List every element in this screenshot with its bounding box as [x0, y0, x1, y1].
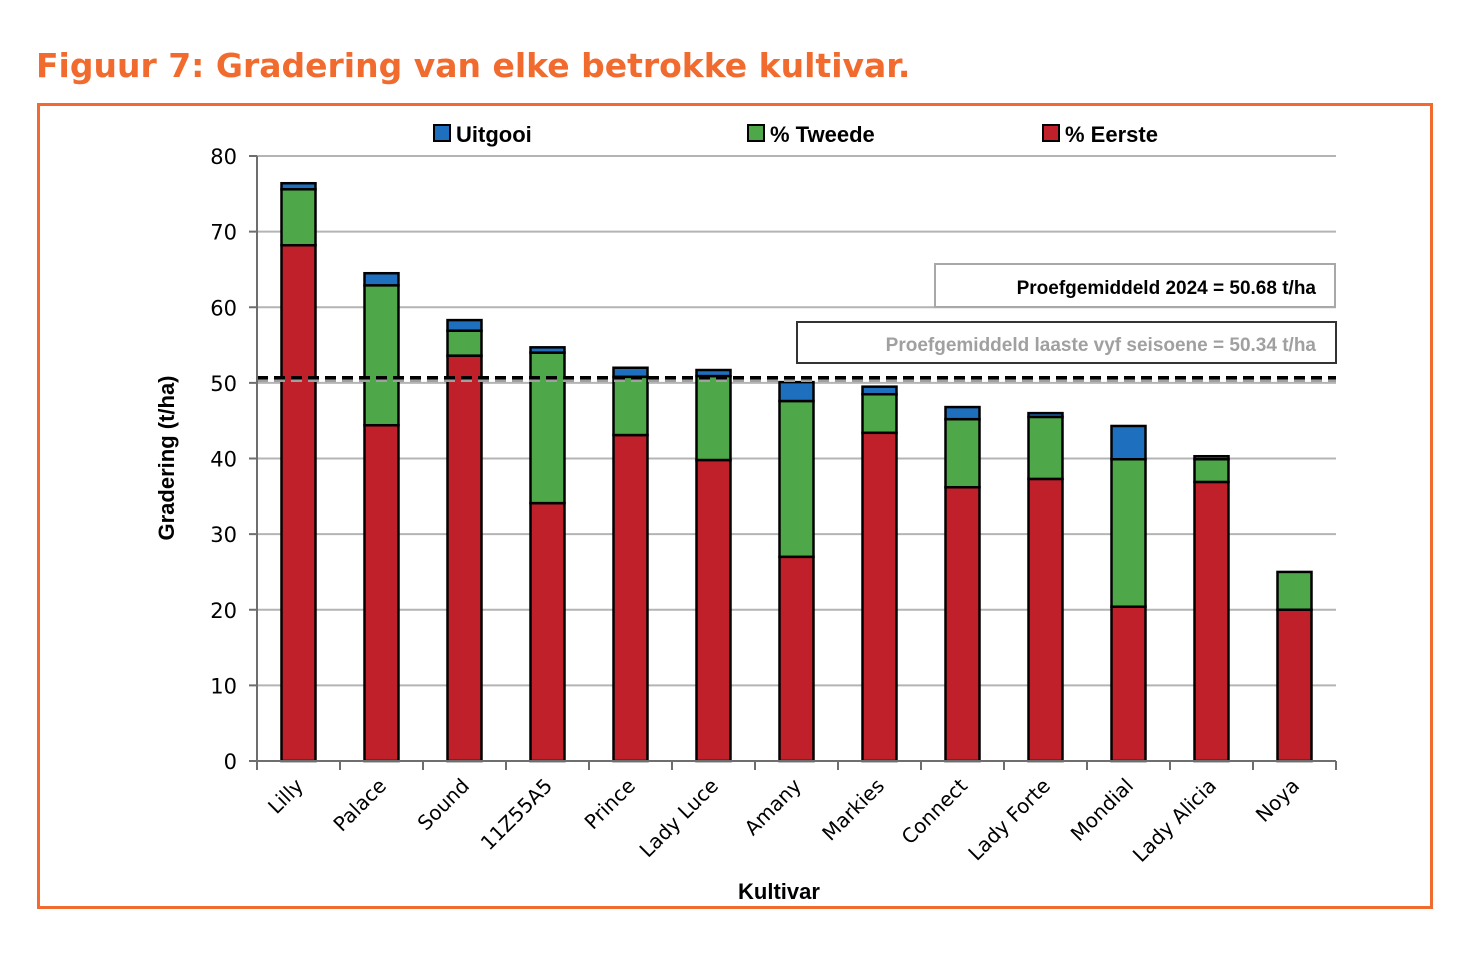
bar-segment-tweede	[1027, 415, 1064, 481]
y-tick-label: 60	[210, 296, 237, 320]
y-tick-label: 40	[210, 448, 237, 472]
bar-segment-eerste	[1027, 477, 1064, 763]
bar-segment-tweede	[861, 392, 898, 435]
bar-segment-eerste	[612, 433, 649, 763]
axes	[249, 155, 1337, 770]
reference-lines	[257, 375, 1336, 383]
x-tick-label: Lilly	[263, 773, 308, 818]
legend-swatch-eerste	[1042, 124, 1060, 142]
x-tick-label: Mondial	[1066, 774, 1138, 846]
bar-segment-eerste	[861, 431, 898, 763]
bar-segment-eerste	[944, 485, 981, 763]
annotations: Proefgemiddeld 2024 = 50.68 t/ha Proefgem…	[796, 263, 1337, 364]
bar-segment-eerste	[1276, 608, 1313, 763]
x-tick-label: Lady Luce	[635, 774, 723, 862]
bar-segment-tweede	[363, 284, 400, 427]
bar-segment-uitgooi	[1193, 454, 1230, 461]
bar-segment-eerste	[280, 243, 317, 763]
legend-swatch-uitgooi	[433, 124, 451, 142]
bar-segment-uitgooi	[529, 346, 566, 354]
bar-segment-eerste	[446, 354, 483, 763]
x-tick-label: Sound	[413, 774, 475, 836]
y-tick-label: 0	[224, 750, 237, 774]
bars	[280, 181, 1313, 763]
legend-label: % Eerste	[1065, 122, 1158, 147]
bar-segment-tweede	[1110, 458, 1147, 608]
y-tick-label: 20	[210, 599, 237, 623]
y-tick-label: 70	[210, 221, 237, 245]
x-tick-label: Lady Alicia	[1128, 774, 1221, 867]
bar-segment-eerste	[363, 423, 400, 763]
bar-segment-uitgooi	[778, 380, 815, 403]
bar-segment-uitgooi	[280, 181, 317, 191]
x-tick-label: Markies	[817, 774, 889, 846]
bar-segment-tweede	[1193, 458, 1230, 484]
bar-segment-tweede	[944, 417, 981, 489]
average-5-season-label: Proefgemiddeld laaste vyf seisoene = 50.…	[886, 335, 1317, 356]
y-tick-label: 30	[210, 523, 237, 547]
x-tick-label: Noya	[1251, 774, 1304, 827]
bar-segment-tweede	[695, 374, 732, 462]
bar-segment-tweede	[529, 351, 566, 505]
x-tick-label: Amany	[740, 773, 807, 840]
bar-segment-eerste	[695, 458, 732, 763]
bar-segment-uitgooi	[612, 366, 649, 379]
bar-segment-uitgooi	[363, 271, 400, 287]
legend-label: Uitgooi	[456, 122, 532, 147]
y-axis-title: Gradering (t/ha)	[154, 375, 179, 540]
x-axis-title: Kultivar	[738, 879, 820, 904]
bar-segment-tweede	[612, 375, 649, 437]
x-tick-label: Lady Forte	[963, 774, 1055, 866]
bar-segment-uitgooi	[1027, 411, 1064, 419]
bar-segment-uitgooi	[446, 318, 483, 332]
bar-segment-eerste	[1193, 480, 1230, 763]
bar-segment-tweede	[778, 399, 815, 559]
bar-segment-uitgooi	[1110, 424, 1147, 461]
x-tick-label: Connect	[897, 773, 973, 849]
figure-title: Figuur 7: Gradering van elke betrokke ku…	[36, 46, 911, 85]
bar-segment-tweede	[1276, 570, 1313, 611]
y-tick-label: 50	[210, 372, 237, 396]
average-5-season-box	[796, 321, 1337, 364]
y-tick-label: 80	[210, 145, 237, 169]
legend-label: % Tweede	[770, 122, 875, 147]
y-tick-label: 10	[210, 674, 237, 698]
bar-segment-tweede	[280, 188, 317, 247]
average-2024-label: Proefgemiddeld 2024 = 50.68 t/ha	[1017, 278, 1317, 299]
chart-frame	[37, 103, 1433, 909]
x-tick-label: 11Z55A5	[476, 774, 557, 855]
average-2024-box	[934, 263, 1336, 308]
bar-segment-uitgooi	[695, 368, 732, 378]
bar-segment-uitgooi	[944, 405, 981, 421]
legend: Uitgooi % Tweede % Eerste	[433, 122, 1158, 147]
bar-segment-eerste	[778, 555, 815, 763]
bar-segment-uitgooi	[861, 385, 898, 396]
x-tick-label: Prince	[580, 774, 640, 834]
bar-segment-eerste	[1110, 605, 1147, 763]
legend-swatch-tweede	[747, 124, 765, 142]
bar-segment-eerste	[529, 501, 566, 763]
x-tick-label: Palace	[328, 774, 391, 837]
bar-segment-tweede	[446, 329, 483, 357]
y-tick-labels: 0 10 20 30 40 50 60 70 80	[210, 145, 237, 774]
